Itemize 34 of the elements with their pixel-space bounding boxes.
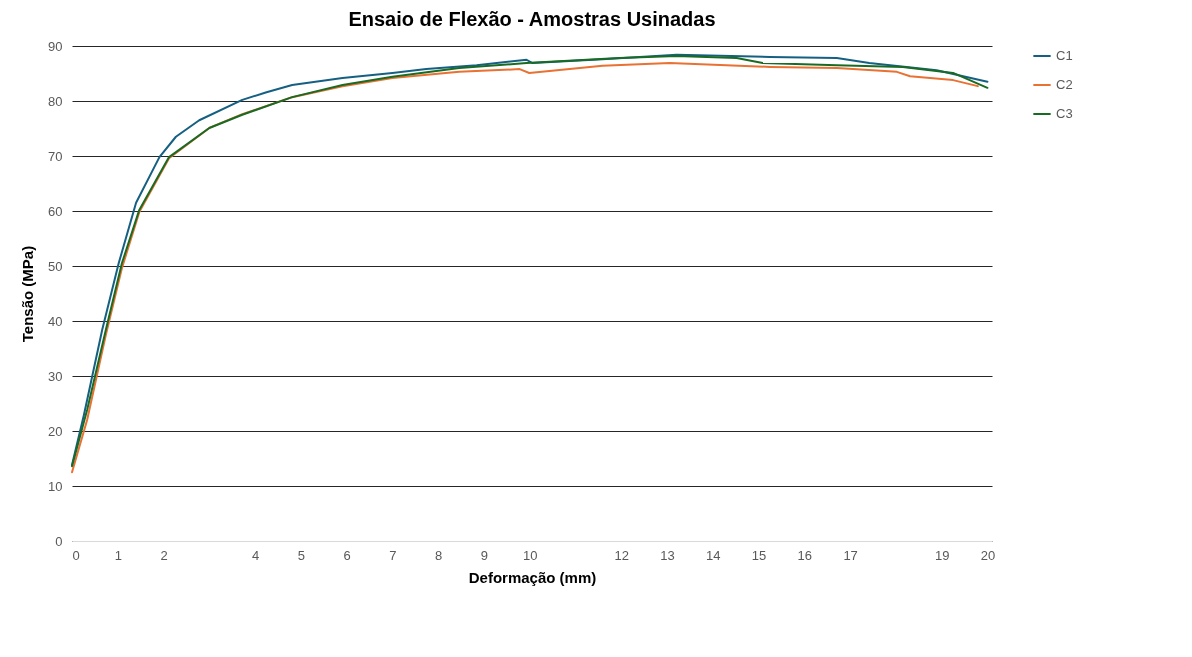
- x-tick-label: 10: [522, 547, 538, 563]
- y-tick-label: 20: [48, 423, 63, 439]
- y-tick-label: 50: [48, 258, 63, 274]
- y-tick-label: 90: [48, 38, 63, 54]
- y-tick-label: 40: [48, 313, 63, 329]
- x-tick-label: 17: [843, 547, 858, 563]
- x-tick-label: 15: [751, 547, 767, 563]
- y-tick-label: 60: [48, 203, 63, 219]
- x-tick-label: 13: [660, 547, 675, 563]
- x-tick-label: 8: [435, 547, 443, 563]
- y-axis-title: Tensão (MPa): [19, 245, 37, 343]
- chart-title: Ensaio de Flexão - Amostras Usinadas: [348, 8, 716, 30]
- x-tick-label: 19: [934, 547, 950, 563]
- x-tick-label: 7: [389, 547, 397, 563]
- x-axis-title: Deformação (mm): [468, 568, 597, 586]
- x-tick-label: 14: [706, 547, 721, 563]
- x-tick-label: 6: [343, 547, 351, 563]
- x-tick-label: 4: [251, 547, 260, 563]
- x-tick-label: 16: [797, 547, 813, 563]
- legend-label: C3: [1056, 106, 1073, 121]
- y-tick-label: 80: [48, 93, 63, 109]
- x-tick-label: 1: [114, 547, 122, 563]
- y-tick-label: 30: [48, 368, 63, 384]
- x-tick-label: 5: [297, 547, 305, 563]
- x-tick-label: 2: [160, 547, 168, 563]
- x-tick-label: 0: [72, 547, 80, 563]
- y-tick-label: 70: [48, 148, 63, 164]
- y-tick-label: 0: [55, 533, 63, 549]
- x-tick-label: 9: [480, 547, 489, 563]
- legend-label: C2: [1056, 77, 1073, 92]
- legend-label: C1: [1056, 48, 1073, 63]
- y-tick-label: 10: [48, 478, 63, 494]
- x-tick-label: 12: [614, 547, 629, 563]
- x-tick-label: 20: [980, 547, 996, 563]
